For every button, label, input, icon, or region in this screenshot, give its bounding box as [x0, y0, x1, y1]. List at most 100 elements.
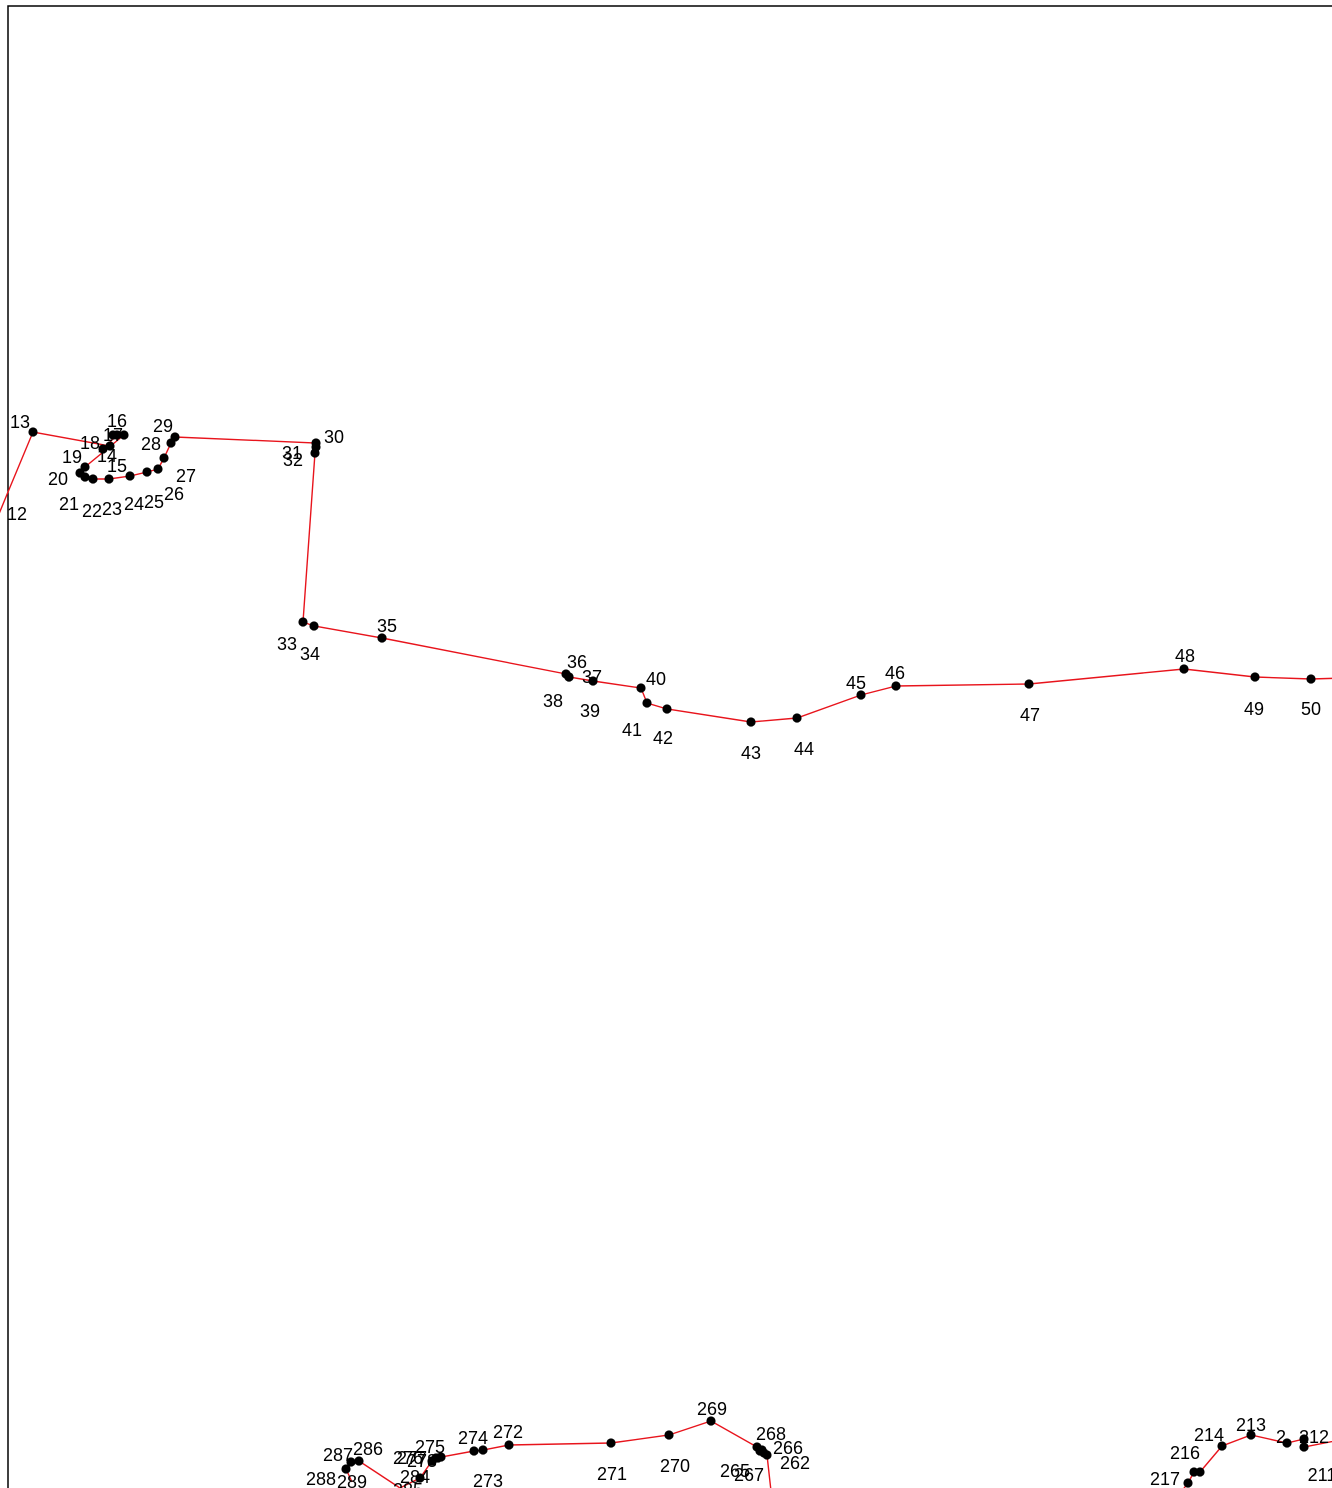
- point-label-35: 35: [377, 616, 397, 636]
- point-label-277: 277: [397, 1448, 427, 1468]
- point-287: [346, 1457, 356, 1467]
- point-label-271: 271: [597, 1464, 627, 1484]
- point-label-16: 16: [107, 411, 127, 431]
- point-278: [427, 1456, 437, 1466]
- point-271: [606, 1438, 616, 1448]
- point-35: [377, 633, 387, 643]
- point-label-43: 43: [741, 743, 761, 763]
- point-label-27: 27: [176, 466, 196, 486]
- point-286: [354, 1456, 364, 1466]
- point-32: [310, 448, 320, 458]
- point-label-30: 30: [324, 427, 344, 447]
- point-label-13: 13: [10, 412, 30, 432]
- point-label-45: 45: [846, 673, 866, 693]
- point-label-273: 273: [473, 1471, 503, 1488]
- point-label-18: 18: [80, 433, 100, 453]
- point-label-42: 42: [653, 728, 673, 748]
- point-43: [746, 717, 756, 727]
- point-label-288: 288: [306, 1469, 336, 1488]
- point-25: [142, 467, 152, 477]
- point-label-40: 40: [646, 669, 666, 689]
- point-label-275: 275: [415, 1437, 445, 1457]
- point-50: [1306, 674, 1316, 684]
- point-214: [1217, 1441, 1227, 1451]
- point-label-15: 15: [107, 456, 127, 476]
- point-23: [104, 474, 114, 484]
- point-label-29: 29: [153, 416, 173, 436]
- point-layer: [28, 427, 1316, 1488]
- point-label-33: 33: [277, 634, 297, 654]
- point-label-269: 269: [697, 1399, 727, 1419]
- point-label-39: 39: [580, 701, 600, 721]
- point-label-50: 50: [1301, 699, 1321, 719]
- point-273: [478, 1445, 488, 1455]
- point-213: [1246, 1430, 1256, 1440]
- point-label-19: 19: [62, 447, 82, 467]
- point-label-262: 262: [780, 1453, 810, 1473]
- point-label-213: 213: [1236, 1415, 1266, 1435]
- point-21: [80, 472, 90, 482]
- point-label-216: 216: [1170, 1443, 1200, 1463]
- point-label-14: 14: [97, 446, 117, 466]
- point-45: [856, 690, 866, 700]
- point-label-284: 284: [400, 1467, 430, 1487]
- point-label-28: 28: [141, 434, 161, 454]
- point-212: [1299, 1434, 1309, 1444]
- point-47: [1024, 679, 1034, 689]
- point-label-36: 36: [567, 652, 587, 672]
- point-label-38: 38: [543, 691, 563, 711]
- point-label-34: 34: [300, 644, 320, 664]
- point-215: [1183, 1478, 1193, 1488]
- point-label-278: 278: [407, 1451, 437, 1471]
- point-288: [341, 1464, 351, 1474]
- point-268: [752, 1442, 762, 1452]
- point-label-48: 48: [1175, 646, 1195, 666]
- point-label-17: 17: [103, 425, 123, 445]
- point-label-31: 31: [282, 443, 302, 463]
- point-label-211: 211: [1308, 1465, 1332, 1485]
- point-label-217: 217: [1150, 1469, 1180, 1488]
- point-label-272: 272: [493, 1422, 523, 1442]
- point-34: [309, 621, 319, 631]
- point-label-274: 274: [458, 1428, 488, 1448]
- point-38: [564, 672, 574, 682]
- point-24: [125, 471, 135, 481]
- point-22: [88, 474, 98, 484]
- point-26: [153, 464, 163, 474]
- point-40: [636, 683, 646, 693]
- point-label-286: 286: [353, 1439, 383, 1459]
- point-211: [1299, 1442, 1309, 1452]
- point-label-32: 32: [283, 450, 303, 470]
- point-27: [159, 453, 169, 463]
- point-label-287: 287: [323, 1445, 353, 1465]
- point-label-26: 26: [164, 484, 184, 504]
- point-label-25: 25: [144, 492, 164, 512]
- point-39: [588, 676, 598, 686]
- point-label-268: 268: [756, 1424, 786, 1444]
- point-label-21: 21: [59, 494, 79, 514]
- point-label-22: 22: [82, 501, 102, 521]
- point-label-212b: 2: [1276, 1427, 1286, 1447]
- polyline-layer: [0, 431, 1332, 1488]
- point-label-23: 23: [102, 499, 122, 519]
- point-272: [504, 1440, 514, 1450]
- point-274: [469, 1446, 479, 1456]
- point-212b: [1282, 1438, 1292, 1448]
- point-13: [28, 427, 38, 437]
- point-18: [119, 430, 129, 440]
- point-label-24: 24: [124, 494, 144, 514]
- point-label-289: 289: [337, 1472, 367, 1488]
- point-label-41: 41: [622, 720, 642, 740]
- point-label-265: 265: [720, 1461, 750, 1481]
- point-42: [662, 704, 672, 714]
- point-label-267: 267: [734, 1465, 764, 1485]
- point-41: [642, 698, 652, 708]
- point-17: [108, 430, 118, 440]
- point-label-49: 49: [1244, 699, 1264, 719]
- point-label-270: 270: [660, 1456, 690, 1476]
- point-44: [792, 713, 802, 723]
- point-label-47: 47: [1020, 705, 1040, 725]
- point-48: [1179, 664, 1189, 674]
